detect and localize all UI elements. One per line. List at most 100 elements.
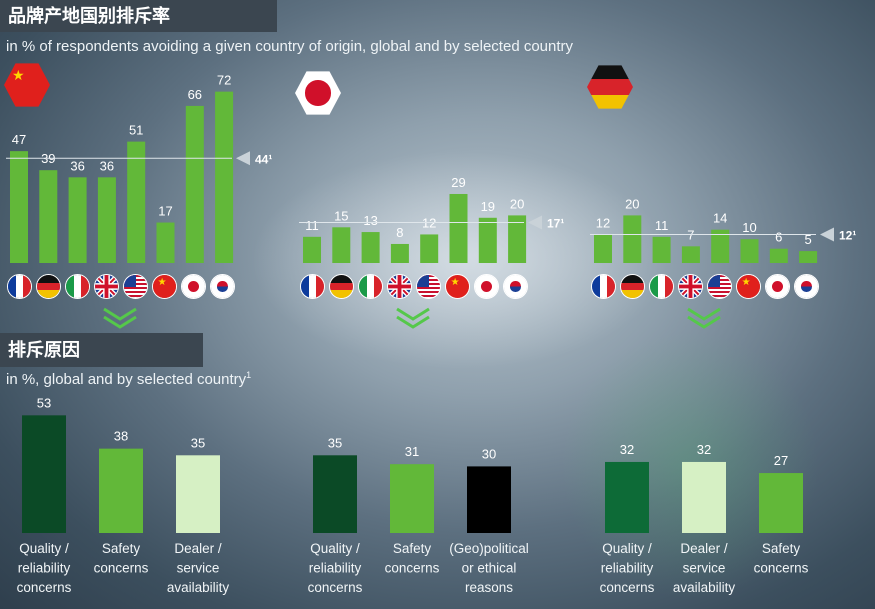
bar — [10, 151, 28, 263]
reason-category-label: concerns — [308, 580, 363, 595]
chevron-down-icon — [396, 307, 430, 329]
france-flag-icon — [591, 274, 616, 299]
bar — [769, 248, 788, 263]
bar — [740, 239, 759, 263]
reason-category-label: concerns — [600, 580, 655, 595]
reference-arrow-icon — [528, 215, 542, 230]
china-flag-icon: ★ — [4, 63, 50, 107]
reason-bar — [759, 473, 803, 533]
bar — [361, 232, 380, 263]
japan-flag-icon — [474, 274, 499, 299]
reason-category-label: service — [177, 561, 220, 576]
reason-value-label: 32 — [697, 442, 711, 457]
data-label: 20 — [625, 196, 639, 211]
reason-category-label: concerns — [94, 561, 149, 576]
reason-category-label: availability — [167, 580, 230, 595]
flag-row-china: ★ — [7, 274, 235, 299]
data-label: 15 — [334, 208, 348, 223]
data-label: 12 — [596, 215, 610, 230]
china-flag-icon: ★ — [445, 274, 470, 299]
germany-flag-icon — [587, 65, 633, 109]
bar — [508, 215, 527, 263]
reason-bar — [467, 466, 511, 533]
bar — [303, 236, 321, 263]
reasons-subtitle: in %, global and by selected country1 — [6, 370, 252, 388]
reason-value-label: 27 — [774, 453, 788, 468]
france-flag-icon — [7, 274, 32, 299]
reason-category-label: Quality / — [602, 541, 652, 556]
bar — [127, 141, 146, 263]
bar — [711, 229, 730, 263]
data-label: 10 — [742, 220, 756, 235]
bar — [97, 177, 116, 263]
reason-bar — [99, 448, 143, 533]
reason-category-label: Safety — [762, 541, 801, 556]
reason-category-label: Dealer / — [174, 541, 222, 556]
reason-category-label: reliability — [601, 561, 654, 576]
reference-label: 17¹ — [547, 217, 564, 231]
data-label: 5 — [804, 232, 811, 247]
reason-bar — [22, 415, 66, 533]
data-label: 11 — [655, 218, 669, 233]
reason-category-label: Quality / — [19, 541, 69, 556]
data-label: 8 — [396, 225, 403, 240]
data-label: 47 — [12, 132, 26, 147]
reason-category-label: reliability — [309, 561, 362, 576]
data-label: 11 — [305, 218, 319, 233]
reference-arrow-icon — [820, 227, 834, 242]
data-label: 14 — [713, 211, 727, 226]
china-flag-icon: ★ — [152, 274, 177, 299]
reason-category-label: availability — [673, 580, 736, 595]
reason-category-label: Safety — [102, 541, 141, 556]
bar — [215, 91, 234, 263]
us-flag-icon — [416, 274, 441, 299]
uk-flag-icon — [387, 274, 412, 299]
italy-flag-icon — [358, 274, 383, 299]
bar — [185, 105, 204, 263]
reason-category-label: (Geo)political — [449, 541, 529, 556]
south-korea-flag-icon — [210, 274, 235, 299]
data-label: 36 — [100, 158, 114, 173]
data-label: 66 — [188, 87, 202, 102]
us-flag-icon — [707, 274, 732, 299]
reason-category-label: or ethical — [462, 561, 517, 576]
data-label: 29 — [451, 175, 465, 190]
uk-flag-icon — [94, 274, 119, 299]
reason-category-label: concerns — [385, 561, 440, 576]
reason-bar — [313, 455, 357, 533]
reason-bar — [390, 464, 434, 533]
bar — [681, 246, 700, 263]
reason-category-label: Safety — [393, 541, 432, 556]
avoidance-subtitle: in % of respondents avoiding a given cou… — [6, 38, 574, 55]
south-korea-flag-icon — [794, 274, 819, 299]
reference-label: 44¹ — [255, 152, 272, 166]
avoidance-title: 品牌产地国别排斥率 — [0, 0, 277, 32]
bar — [390, 243, 409, 263]
reason-value-label: 35 — [328, 435, 342, 450]
japan-flag-icon — [181, 274, 206, 299]
reason-bar — [682, 461, 726, 533]
chevron-down-icon — [687, 307, 721, 329]
reference-label: 12¹ — [839, 228, 856, 242]
reason-category-label: service — [683, 561, 726, 576]
bar — [799, 251, 818, 263]
bar — [68, 177, 87, 263]
france-flag-icon — [300, 274, 325, 299]
south-korea-flag-icon — [503, 274, 528, 299]
bar — [39, 170, 58, 263]
data-label: 6 — [775, 230, 782, 245]
reason-value-label: 32 — [620, 442, 634, 457]
bar — [156, 222, 175, 263]
data-label: 51 — [129, 123, 143, 138]
italy-flag-icon — [65, 274, 90, 299]
germany-flag-icon — [36, 274, 61, 299]
data-label: 72 — [217, 73, 231, 88]
reason-category-label: reasons — [465, 580, 513, 595]
data-label: 17 — [158, 204, 172, 219]
reason-category-label: Dealer / — [680, 541, 728, 556]
chevron-down-icon — [103, 307, 137, 329]
china-flag-icon: ★ — [736, 274, 761, 299]
reasons-title: 排斥原因 — [0, 333, 203, 367]
reason-value-label: 38 — [114, 429, 128, 444]
